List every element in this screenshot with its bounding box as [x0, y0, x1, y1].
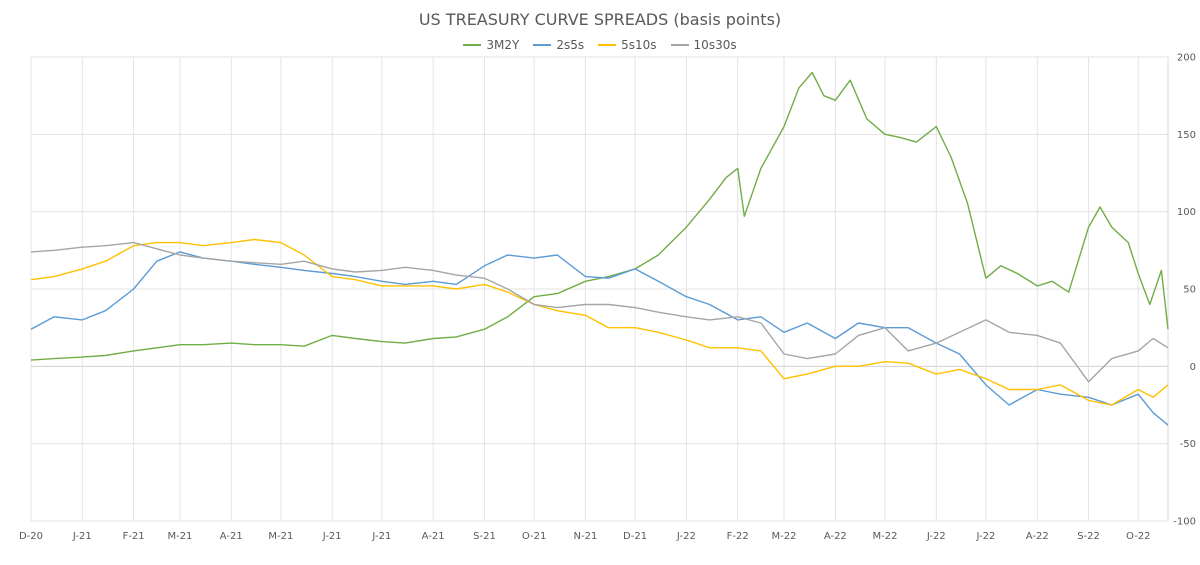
- x-tick-label: J-21: [72, 531, 92, 542]
- x-tick-label: A-22: [824, 531, 847, 542]
- legend-label: 10s30s: [693, 38, 737, 52]
- x-tick-label: S-22: [1077, 531, 1100, 542]
- y-tick-label: 100: [1177, 207, 1196, 218]
- x-tick-label: A-21: [220, 531, 243, 542]
- series-line-5s10s: [30, 238, 1169, 406]
- legend-item-3m2y: 3M2Y: [463, 38, 519, 52]
- x-tick-label: J-22: [926, 531, 946, 542]
- legend-item-5s10s: 5s10s: [598, 38, 657, 52]
- x-tick-label: F-22: [727, 531, 749, 542]
- x-tick-label: N-21: [574, 531, 598, 542]
- legend-label: 5s10s: [621, 38, 657, 52]
- x-tick-label: M-21: [167, 531, 192, 542]
- x-tick-label: J-21: [371, 531, 391, 542]
- x-tick-label: O-22: [1126, 531, 1150, 542]
- chart-legend: 3M2Y 2s5s 5s10s 10s30s: [0, 38, 1200, 52]
- legend-label: 3M2Y: [486, 38, 520, 52]
- series-line-2s5s: [30, 251, 1169, 426]
- legend-label: 2s5s: [556, 38, 585, 52]
- chart-title: US TREASURY CURVE SPREADS (basis points): [418, 10, 782, 29]
- y-tick-label: -50: [1180, 439, 1196, 450]
- x-tick-label: D-21: [623, 531, 647, 542]
- legend-swatch: [533, 44, 552, 46]
- legend-item-2s5s: 2s5s: [533, 38, 584, 52]
- x-tick-label: M-22: [772, 531, 797, 542]
- x-tick-label: M-21: [268, 531, 293, 542]
- x-tick-label: A-22: [1026, 531, 1049, 542]
- y-tick-label: 200: [1177, 53, 1196, 64]
- series-line-3m2y: [30, 71, 1169, 361]
- x-tick-label: F-21: [123, 531, 145, 542]
- x-tick-label: D-20: [19, 531, 43, 542]
- x-tick-label: J-22: [975, 531, 995, 542]
- x-tick-label: J-21: [322, 531, 342, 542]
- x-tick-label: O-21: [522, 531, 546, 542]
- legend-item-10s30s: 10s30s: [670, 38, 737, 52]
- y-tick-label: 50: [1183, 285, 1196, 296]
- x-tick-label: S-21: [473, 531, 496, 542]
- y-tick-label: 0: [1190, 362, 1196, 373]
- x-tick-label: A-21: [422, 531, 445, 542]
- series-line-10s30s: [30, 241, 1169, 383]
- x-tick-label: M-22: [873, 531, 898, 542]
- y-tick-label: 150: [1177, 130, 1196, 141]
- y-tick-label: -100: [1173, 517, 1196, 528]
- x-tick-label: J-22: [676, 531, 696, 542]
- legend-swatch: [670, 44, 689, 46]
- legend-swatch: [598, 44, 617, 46]
- legend-swatch: [463, 44, 482, 46]
